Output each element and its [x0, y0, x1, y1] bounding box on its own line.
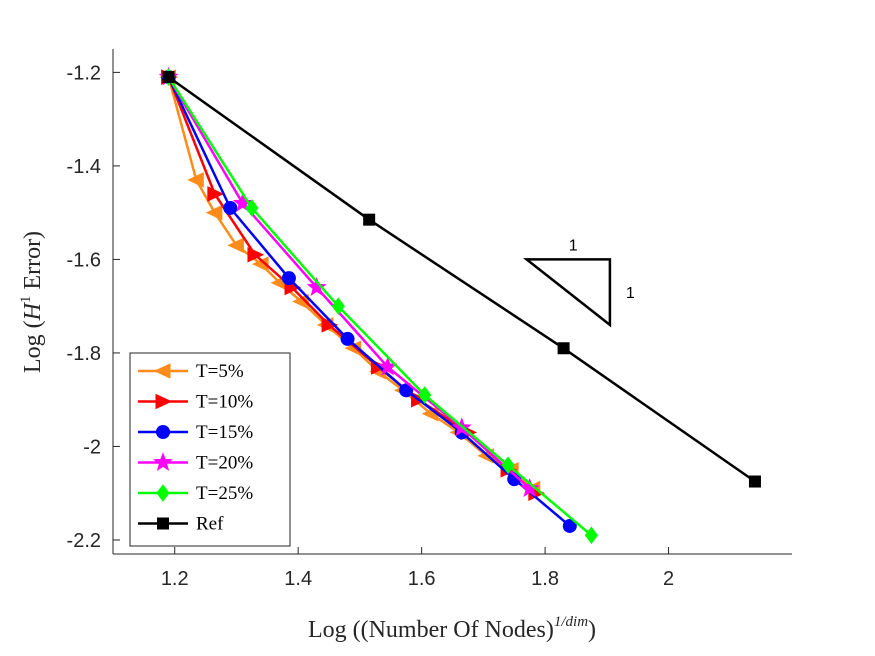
data-point-t-5 — [205, 204, 223, 221]
data-point-ref — [162, 71, 175, 84]
data-point-t-25 — [501, 456, 515, 474]
legend-marker — [155, 393, 173, 410]
x-axis-label: Log ((Number Of Nodes)1/dim) — [308, 614, 596, 643]
data-point-t-15 — [340, 331, 355, 346]
axis-labels: Log ((Number Of Nodes)1/dim) Log (H1 Erro… — [18, 231, 596, 643]
slope-triangle-annotation: 11 — [522, 237, 635, 328]
slope-triangle — [522, 258, 612, 328]
legend: T=5% T=10% T=15% T=20% T=25% Ref — [129, 352, 291, 547]
legend-item-t-10: T=10% — [138, 392, 253, 413]
legend-label: T=10% — [196, 392, 253, 413]
data-point-t-15 — [562, 518, 577, 533]
legend-label: Ref — [196, 514, 224, 535]
x-tick-label: 1.4 — [284, 568, 312, 590]
legend-marker — [156, 425, 170, 439]
axes: 1.2 1.4 1.6 1.8 2 -1.2 -1.4 -1.6 -1.8 -2 -2.2 — [67, 49, 792, 590]
series-ref — [162, 71, 761, 488]
data-point-t-25 — [245, 199, 259, 217]
data-point-t-20 — [306, 277, 327, 296]
y-tick-label: -1.8 — [67, 343, 101, 365]
data-point-ref — [557, 342, 570, 355]
legend-item-t-25: T=25% — [138, 483, 253, 504]
data-point-t-20 — [519, 478, 540, 497]
legend-box — [129, 352, 291, 547]
series-layer — [158, 66, 761, 545]
data-point-t-10 — [207, 186, 225, 202]
x-tick-label: 1.8 — [531, 568, 559, 590]
series-line-t-25 — [167, 76, 593, 537]
legend-label: T=15% — [196, 422, 253, 443]
slope-triangle-top-label: 1 — [569, 237, 578, 254]
y-tick-label: -2.2 — [67, 530, 101, 552]
slope-triangle-side-label: 1 — [626, 285, 635, 302]
series-line-ref — [167, 76, 756, 483]
legend-item-t-20: T=20% — [138, 452, 253, 474]
data-point-ref — [748, 475, 761, 488]
data-point-t-15 — [281, 271, 296, 286]
legend-label: T=25% — [196, 483, 253, 504]
data-point-t-25 — [331, 297, 345, 316]
data-point-t-25 — [418, 386, 432, 404]
legend-label: T=5% — [196, 361, 244, 382]
x-tick-label: 1.6 — [408, 568, 436, 590]
legend-marker — [157, 517, 169, 530]
legend-label: T=20% — [196, 453, 253, 474]
x-tick-label: 1.2 — [161, 568, 189, 590]
series-line-t-5 — [167, 76, 534, 490]
data-point-ref — [363, 213, 376, 226]
data-point-t-5 — [227, 237, 244, 254]
legend-marker — [156, 484, 170, 502]
data-point-t-20 — [232, 192, 253, 212]
y-tick-label: -2 — [83, 436, 101, 458]
legend-item-ref: Ref — [138, 514, 224, 535]
legend-item-t-15: T=15% — [138, 422, 253, 443]
y-tick-label: -1.6 — [67, 249, 101, 271]
data-point-t-25 — [584, 526, 599, 545]
legend-marker — [153, 452, 173, 471]
legend-marker — [153, 363, 171, 379]
x-tick-label: 2 — [663, 568, 674, 590]
data-point-t-15 — [399, 383, 414, 398]
series-line-t-15 — [167, 76, 571, 527]
y-tick-label: -1.4 — [67, 156, 101, 178]
data-point-t-5 — [187, 172, 204, 188]
y-axis-label: Log (H1 Error) — [18, 231, 46, 373]
data-point-t-15 — [223, 200, 238, 215]
y-tick-label: -1.2 — [67, 62, 101, 84]
legend-item-t-5: T=5% — [138, 361, 244, 382]
data-point-t-10 — [247, 246, 265, 263]
series-line-t-20 — [167, 76, 531, 490]
